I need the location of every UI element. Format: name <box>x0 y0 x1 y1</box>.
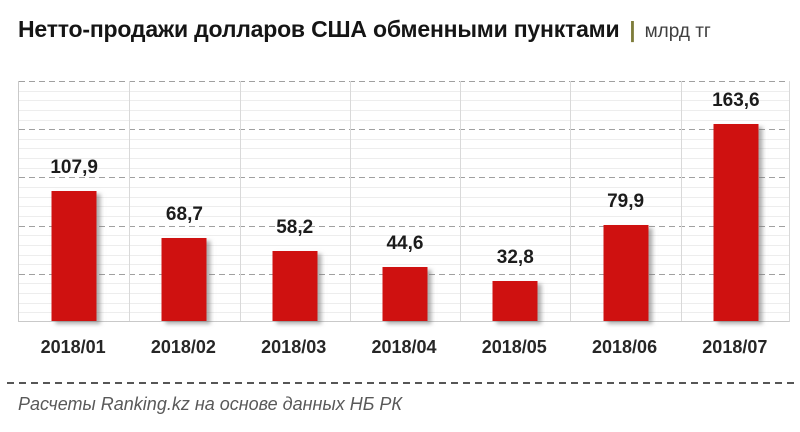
bar-column: 107,9 <box>19 81 129 321</box>
minor-gridline <box>19 148 789 150</box>
x-axis-tick-label: 2018/03 <box>261 337 327 357</box>
minor-gridline <box>19 215 789 217</box>
x-axis-tick-label: 2018/05 <box>481 337 547 357</box>
minor-gridline <box>19 167 789 169</box>
minor-gridline <box>19 119 789 121</box>
minor-gridline <box>19 109 789 111</box>
vertical-gridline <box>239 81 241 321</box>
bar-value-label: 32,8 <box>496 247 534 268</box>
minor-gridline <box>19 90 789 92</box>
minor-gridline <box>19 187 789 189</box>
chart-title: Нетто-продажи долларов США обменными пун… <box>18 16 620 42</box>
bar-value-label: 79,9 <box>607 191 645 212</box>
x-axis-tick-label: 2018/04 <box>371 337 437 357</box>
minor-gridline <box>19 235 789 237</box>
x-axis-tick-label: 2018/01 <box>40 337 106 357</box>
major-gridline <box>19 129 789 131</box>
bar-value-label: 107,9 <box>50 157 98 178</box>
title-pipe-divider: | <box>629 17 636 42</box>
vertical-gridline <box>460 81 462 321</box>
x-axis-tick-label: 2018/06 <box>592 337 658 357</box>
bar-column: 32,8 <box>460 81 570 321</box>
bar <box>272 251 318 321</box>
bar <box>603 225 649 321</box>
chart-header: Нетто-продажи долларов США обменными пун… <box>18 16 711 43</box>
bar-value-label: 44,6 <box>386 233 424 254</box>
vertical-gridline <box>129 81 131 321</box>
minor-gridline <box>19 100 789 102</box>
bar-value-label: 68,7 <box>165 204 203 225</box>
footer-dashed-divider <box>7 382 796 384</box>
chart-unit-label: млрд тг <box>644 21 711 42</box>
vertical-gridline <box>680 81 682 321</box>
bar <box>51 191 97 321</box>
minor-gridline <box>19 196 789 198</box>
bar-column: 68,7 <box>129 81 239 321</box>
bar-column: 79,9 <box>570 81 680 321</box>
bar <box>382 267 428 321</box>
minor-gridline <box>19 244 789 246</box>
source-attribution: Расчеты Ranking.kz на основе данных НБ Р… <box>18 394 403 414</box>
bar-value-label: 58,2 <box>276 217 314 238</box>
minor-gridline <box>19 206 789 208</box>
major-gridline <box>19 81 789 82</box>
bar-value-label: 163,6 <box>712 90 760 111</box>
x-axis-tick-label: 2018/02 <box>150 337 216 357</box>
vertical-gridline <box>570 81 572 321</box>
minor-gridline <box>19 138 789 140</box>
bar <box>492 281 538 321</box>
bar <box>713 124 759 321</box>
major-gridline <box>19 177 789 179</box>
minor-gridline <box>19 254 789 256</box>
bar <box>161 238 207 321</box>
bar-column: 163,6 <box>681 81 791 321</box>
vertical-gridline <box>349 81 351 321</box>
bar-column: 44,6 <box>350 81 460 321</box>
minor-gridline <box>19 264 789 266</box>
minor-gridline <box>19 158 789 160</box>
bar-column: 58,2 <box>240 81 350 321</box>
plot-area: 107,9 68,7 58,2 44,6 32,8 79,9 163,6 <box>18 81 790 322</box>
major-gridline <box>19 225 789 227</box>
x-axis-tick-label: 2018/07 <box>702 337 768 357</box>
